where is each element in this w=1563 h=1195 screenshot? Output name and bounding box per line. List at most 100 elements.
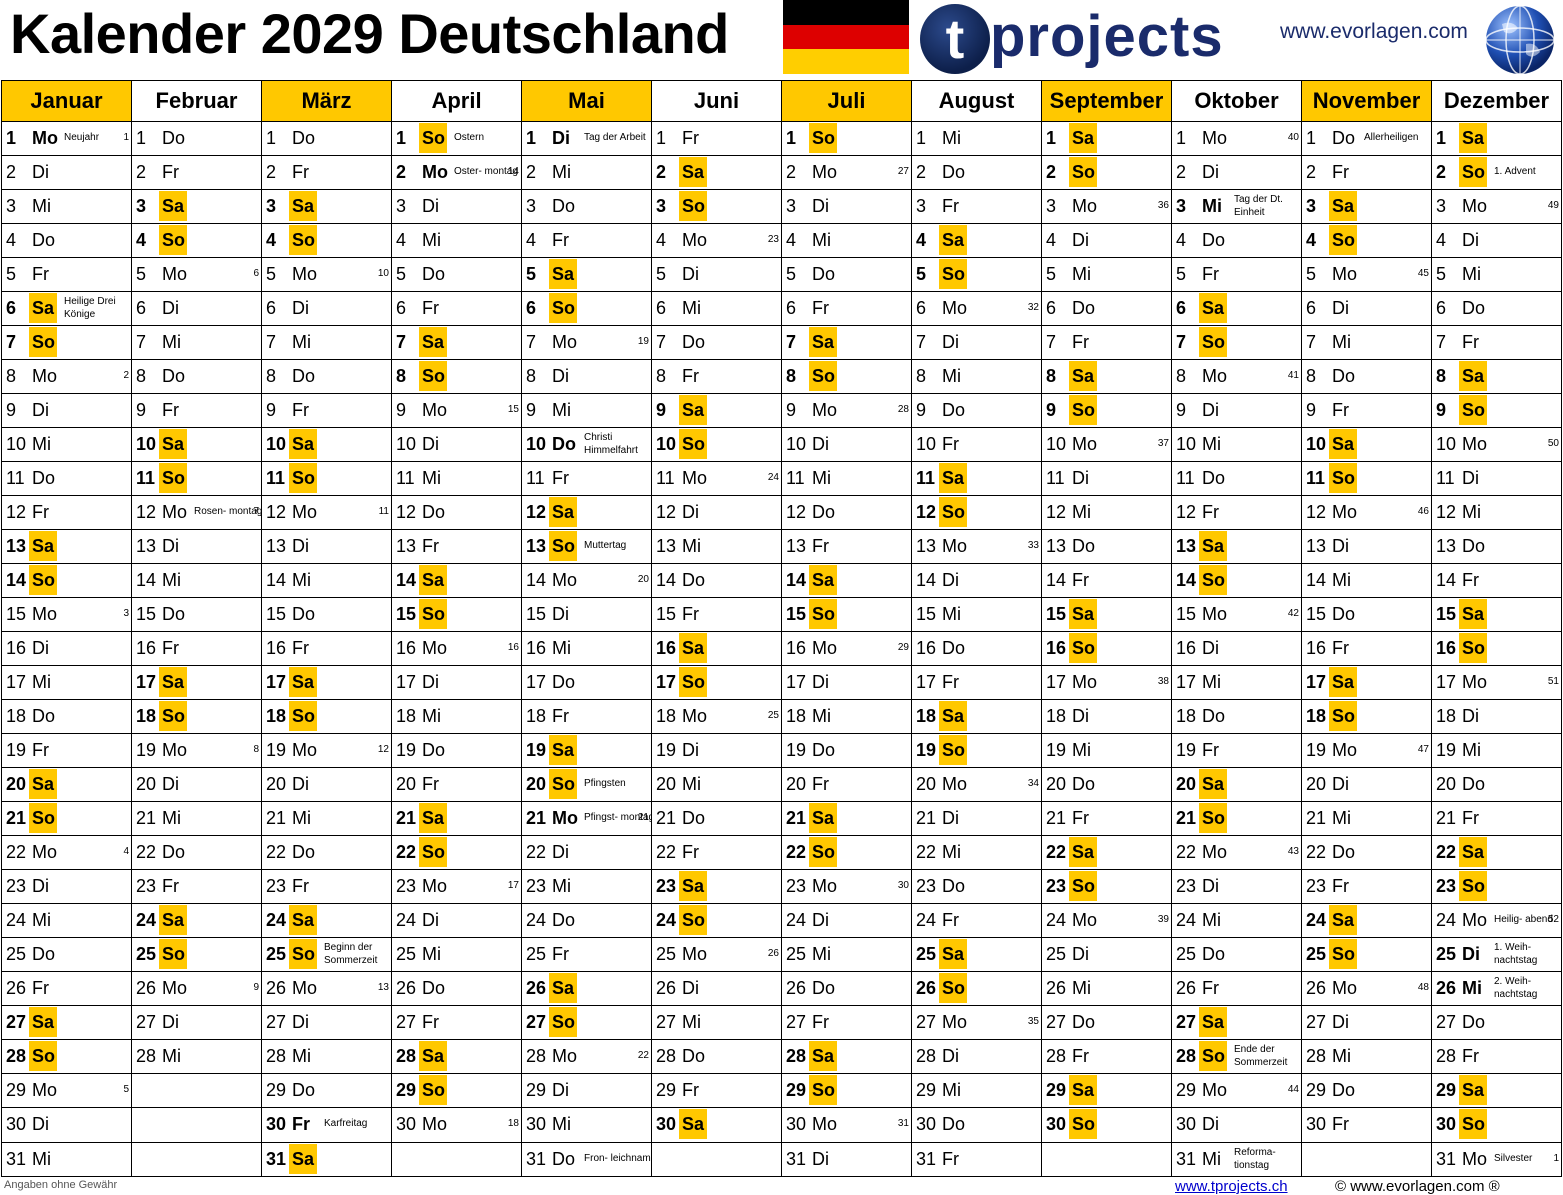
- day-number: 25: [266, 944, 287, 965]
- weekday: Do: [1332, 842, 1356, 863]
- weekday: Di: [1072, 706, 1089, 727]
- website-label[interactable]: www.evorlagen.com: [1280, 20, 1468, 43]
- weekday: So: [419, 599, 447, 630]
- day-number: 29: [526, 1080, 547, 1101]
- month-header: November: [1301, 79, 1432, 123]
- day-number: 26: [1046, 978, 1067, 999]
- day-cell: 6 Do: [1431, 291, 1562, 327]
- day-number: 4: [916, 230, 927, 251]
- tprojects-link[interactable]: www.tprojects.ch: [1175, 1178, 1288, 1195]
- day-number: 10: [6, 434, 27, 455]
- day-cell: 9 Mo 28: [781, 393, 912, 429]
- weekday: Sa: [1069, 1075, 1097, 1106]
- day-number: 22: [1046, 842, 1067, 863]
- weekday: Sa: [1459, 599, 1487, 630]
- week-number: 37: [1157, 438, 1169, 450]
- day-number: 27: [1176, 1012, 1197, 1033]
- day-cell: 10 Do Christi Himmelfahrt: [521, 427, 652, 463]
- week-number: 52: [1547, 914, 1559, 926]
- weekday: Di: [1072, 944, 1089, 965]
- day-cell: 4 Mo 23: [651, 223, 782, 259]
- weekday: Mo: [292, 502, 318, 523]
- day-cell: 29 Mo 5: [1, 1073, 132, 1109]
- weekday: Fr: [812, 298, 829, 319]
- day-number: 15: [6, 604, 27, 625]
- weekday: Mi: [812, 706, 831, 727]
- day-cell: 21 So: [1171, 801, 1302, 837]
- holiday-note: Tag der Arbeit: [584, 132, 646, 144]
- day-number: 28: [656, 1046, 677, 1067]
- day-number: 29: [1176, 1080, 1197, 1101]
- day-number: 12: [396, 502, 417, 523]
- day-number: 22: [266, 842, 287, 863]
- day-cell: 18 Di: [1431, 699, 1562, 735]
- weekday: Fr: [1072, 570, 1089, 591]
- weekday: Mi: [1462, 740, 1481, 761]
- weekday: Mi: [292, 1046, 311, 1067]
- day-number: 24: [786, 910, 807, 931]
- day-cell: 16 Mi: [521, 631, 652, 667]
- day-row: 14 So 14 Mi 14 Mi 14 Sa 14 Mo 20 14 Do 14 Sa 14 Di 14 Fr 14…: [1, 563, 1562, 599]
- week-number: 43: [1287, 846, 1299, 858]
- weekday: So: [549, 531, 577, 562]
- day-cell: 20 Di: [1301, 767, 1432, 803]
- week-number: 45: [1417, 268, 1429, 280]
- week-number: 33: [1027, 540, 1039, 552]
- day-cell: 7 Mi: [1301, 325, 1432, 361]
- day-cell: 17 Mo 38: [1041, 665, 1172, 701]
- day-number: 31: [526, 1148, 547, 1169]
- day-number: 3: [916, 196, 927, 217]
- tprojects-logo[interactable]: t projects: [920, 2, 1250, 74]
- day-number: 9: [1436, 400, 1447, 421]
- weekday: Di: [1332, 1012, 1349, 1033]
- holiday-note: Reforma- tionstag: [1234, 1146, 1276, 1171]
- day-cell: 30 Di: [1, 1107, 132, 1143]
- day-number: 20: [526, 774, 547, 795]
- day-cell: 13 Fr: [781, 529, 912, 565]
- day-row: 11 Do 11 So 11 So 11 Mi 11 Fr 11 Mo 24 11 Mi 11 Sa 11 Di 11…: [1, 461, 1562, 497]
- weekday: Di: [1462, 230, 1479, 251]
- weekday: Do: [1332, 366, 1356, 387]
- weekday: Di: [1202, 1114, 1219, 1135]
- weekday: Sa: [29, 769, 57, 800]
- weekday: Di: [32, 400, 49, 421]
- day-cell: 9 Mo 15: [391, 393, 522, 429]
- day-row: 21 So 21 Mi 21 Mi 21 Sa 21 Mo Pfingst- montag 21 21 D…: [1, 801, 1562, 837]
- day-number: 29: [396, 1080, 417, 1101]
- day-cell: 15 Do: [1301, 597, 1432, 633]
- day-cell: 18 So: [131, 699, 262, 735]
- day-cell: 19 Di: [651, 733, 782, 769]
- day-cell: 7 Mo 19: [521, 325, 652, 361]
- day-number: 30: [656, 1114, 677, 1135]
- day-cell: 22 So: [391, 835, 522, 871]
- day-number: 6: [1176, 298, 1187, 319]
- day-number: 30: [266, 1114, 287, 1135]
- weekday: Fr: [1332, 876, 1349, 897]
- weekday: Fr: [942, 910, 959, 931]
- day-number: 27: [786, 1012, 807, 1033]
- day-cell: 26 Mi: [1041, 971, 1172, 1007]
- day-number: 7: [136, 332, 147, 353]
- day-number: 13: [1046, 536, 1067, 557]
- week-number: 48: [1417, 982, 1429, 994]
- weekday: Mo: [162, 264, 188, 285]
- weekday: Sa: [939, 463, 967, 494]
- day-cell: 6 Do: [1041, 291, 1172, 327]
- day-number: 11: [656, 468, 675, 489]
- weekday: Mi: [682, 536, 701, 557]
- day-number: 18: [136, 706, 157, 727]
- weekday: Mi: [1072, 978, 1091, 999]
- globe-icon: [1485, 5, 1555, 75]
- weekday: Sa: [1459, 1075, 1487, 1106]
- weekday: Do: [552, 196, 576, 217]
- day-number: 27: [1436, 1012, 1457, 1033]
- day-cell: 8 So: [391, 359, 522, 395]
- weekday: Sa: [1069, 837, 1097, 868]
- day-number: 1: [396, 128, 407, 149]
- day-cell: 14 Sa: [391, 563, 522, 599]
- weekday: Mi: [682, 298, 701, 319]
- week-number: 11: [378, 506, 389, 518]
- day-row: 9 Di 9 Fr 9 Fr 9 Mo 15 9 Mi 9 Sa 9 Mo 28 9 Do 9 So 9 Di 9 Fr 9 So: [1, 393, 1562, 429]
- day-number: 16: [656, 638, 677, 659]
- weekday: So: [1329, 225, 1357, 256]
